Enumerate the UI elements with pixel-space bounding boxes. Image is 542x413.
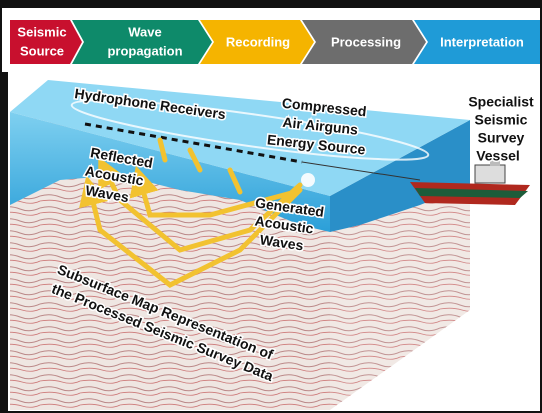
hull-stripe [415,188,528,198]
wave-arrow [129,165,298,218]
step-text: Processing [331,34,401,49]
airgun-burst [301,173,315,187]
water-surface [10,80,470,196]
wave-arrow [98,156,303,253]
step-processing [302,20,426,64]
step-text: Recording [226,34,290,49]
vessel [410,155,530,205]
mast [490,155,500,166]
step-text: Interpretation [440,34,524,49]
step-interpretation [414,20,540,64]
wave-arrow [79,175,303,288]
step-recording [200,20,314,64]
surface-ripple [70,99,430,161]
label-vessel: Vessel [476,148,520,164]
wave-arrow [187,147,203,173]
process-flow: Seismic Source Wave propagation Recordin… [10,20,540,64]
step-text: propagation [107,43,182,58]
step-seismic-source [10,20,82,64]
wave-arrows [79,137,303,288]
step-wave-propagation [72,20,212,64]
label-vessel: Seismic [475,112,528,128]
tow-cable [301,161,421,181]
wave-arrow [157,137,168,163]
label-vessel: Specialist [468,94,534,110]
step-text: Wave [128,24,161,39]
step-text: Seismic [17,24,66,39]
left-bar [0,72,8,413]
bridge [474,164,506,184]
label-vessel: Survey [478,130,525,146]
water-side [330,120,470,232]
hydrophone-line [84,122,303,164]
wave-arrow [227,167,243,195]
top-bar [0,0,542,8]
step-text: Source [20,43,64,58]
